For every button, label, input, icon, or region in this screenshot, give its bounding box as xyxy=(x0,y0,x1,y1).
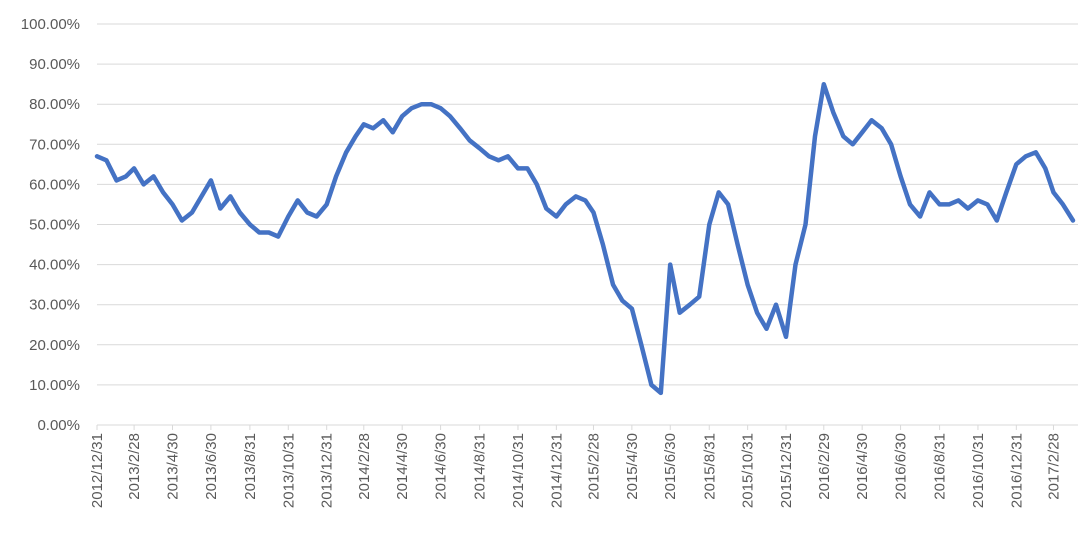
x-axis-ticks: 2012/12/31 2013/2/28 2013/4/30 2013/6/30 201… xyxy=(89,433,1062,508)
x-tick-label: 2013/6/30 xyxy=(203,433,220,500)
x-tick-label: 2015/10/31 xyxy=(740,433,757,508)
x-tick-label: 2015/2/28 xyxy=(585,433,602,500)
x-tick-label: 2014/8/31 xyxy=(472,433,489,500)
x-tick-label: 2015/6/30 xyxy=(662,433,679,500)
x-tick-label: 2014/6/30 xyxy=(433,433,450,500)
y-tick-label: 30.00% xyxy=(29,297,80,314)
x-tick-label: 2013/10/31 xyxy=(280,433,297,508)
x-tick-label: 2015/12/31 xyxy=(778,433,795,508)
x-tick-label: 2013/4/30 xyxy=(165,433,182,500)
x-tick-label: 2014/10/31 xyxy=(510,433,527,508)
x-tick-label: 2016/12/31 xyxy=(1008,433,1025,508)
y-axis-ticks: 0.00% 10.00% 20.00% 30.00% 40.00% 50.00% 60.00… xyxy=(21,16,80,434)
y-tick-label: 80.00% xyxy=(29,96,80,113)
y-tick-label: 40.00% xyxy=(29,257,80,274)
y-tick-label: 0.00% xyxy=(37,417,80,434)
x-tick-label: 2014/12/31 xyxy=(548,433,565,508)
y-tick-label: 90.00% xyxy=(29,56,80,73)
x-axis xyxy=(96,424,1078,430)
y-tick-label: 50.00% xyxy=(29,217,80,234)
x-tick-label: 2012/12/31 xyxy=(89,433,106,508)
x-tick-label: 2016/4/30 xyxy=(854,433,871,500)
x-tick-label: 2015/8/31 xyxy=(701,433,718,500)
x-tick-label: 2016/8/31 xyxy=(932,433,949,500)
x-tick-label: 2013/8/31 xyxy=(242,433,259,500)
x-tick-label: 2014/4/30 xyxy=(394,433,411,500)
x-tick-label: 2017/2/28 xyxy=(1045,433,1062,500)
y-tick-label: 70.00% xyxy=(29,136,80,153)
gridlines xyxy=(97,23,1078,386)
series-line xyxy=(94,81,1076,396)
x-tick-label: 2013/12/31 xyxy=(319,433,336,508)
y-tick-label: 100.00% xyxy=(21,16,80,33)
x-tick-label: 2016/10/31 xyxy=(970,433,987,508)
x-tick-label: 2013/2/28 xyxy=(126,433,143,500)
x-tick-label: 2016/2/29 xyxy=(816,433,833,500)
x-tick-label: 2015/4/30 xyxy=(624,433,641,500)
y-tick-label: 20.00% xyxy=(29,337,80,354)
y-tick-label: 60.00% xyxy=(29,176,80,193)
x-tick-label: 2016/6/30 xyxy=(893,433,910,500)
x-tick-label: 2014/2/28 xyxy=(356,433,373,500)
y-tick-label: 10.00% xyxy=(29,377,80,394)
